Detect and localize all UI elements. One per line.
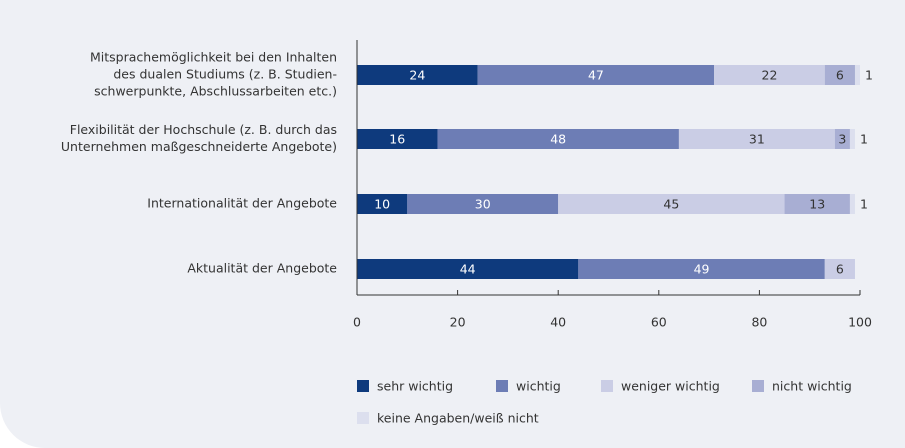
bar-segment xyxy=(824,65,855,85)
legend-label: keine Angaben/weiß nicht xyxy=(377,411,539,426)
bar-segment xyxy=(784,194,850,214)
bar-segment xyxy=(407,194,559,214)
legend-label: wichtig xyxy=(516,379,561,394)
x-tick-label: 60 xyxy=(651,315,667,330)
data-label: 30 xyxy=(475,197,491,212)
bar-segment xyxy=(824,259,855,279)
bar-segment xyxy=(714,65,825,85)
bar-segment xyxy=(357,194,408,214)
bar-segment xyxy=(558,194,785,214)
bar-segment xyxy=(834,129,850,149)
data-label: 49 xyxy=(694,262,710,277)
x-tick-label: 80 xyxy=(751,315,767,330)
data-label: 22 xyxy=(762,68,778,83)
category-label: Internationalität der Angebote xyxy=(147,196,337,211)
x-tick-label: 40 xyxy=(550,315,566,330)
category-label: Unternehmen maßgeschneiderte Angebote) xyxy=(61,139,337,154)
legend-label: nicht wichtig xyxy=(772,379,852,394)
data-label: 6 xyxy=(836,262,844,277)
legend-swatch xyxy=(357,380,369,392)
data-label: 13 xyxy=(809,197,825,212)
legend-label: weniger wichtig xyxy=(621,379,720,394)
data-label: 16 xyxy=(389,132,405,147)
bar-segment xyxy=(854,65,860,85)
bar-segment xyxy=(357,65,478,85)
legend-swatch xyxy=(752,380,764,392)
bar-segment xyxy=(578,259,825,279)
legend-swatch xyxy=(496,380,508,392)
x-tick-label: 0 xyxy=(353,315,361,330)
x-tick-label: 20 xyxy=(450,315,466,330)
bar-segment xyxy=(357,259,579,279)
data-label: 48 xyxy=(550,132,566,147)
data-label: 3 xyxy=(838,132,846,147)
data-label: 6 xyxy=(836,68,844,83)
data-label: 45 xyxy=(663,197,679,212)
legend-swatch xyxy=(357,412,369,424)
category-label: des dualen Studiums (z. B. Studien- xyxy=(113,67,337,82)
data-label: 1 xyxy=(860,197,868,212)
bar-segment xyxy=(849,129,855,149)
bar-segment xyxy=(678,129,835,149)
category-label: schwerpunkte, Abschlussarbeiten etc.) xyxy=(94,84,337,99)
category-label: Mitsprachemöglichkeit bei den Inhalten xyxy=(90,50,337,65)
data-label: 31 xyxy=(749,132,765,147)
bar-segment xyxy=(357,129,438,149)
data-label: 44 xyxy=(460,262,476,277)
legend-swatch xyxy=(601,380,613,392)
data-label: 47 xyxy=(588,68,604,83)
data-label: 10 xyxy=(374,197,390,212)
x-tick-label: 100 xyxy=(848,315,872,330)
category-label: Flexibilität der Hochschule (z. B. durch… xyxy=(70,122,337,137)
legend-label: sehr wichtig xyxy=(377,379,453,394)
data-label: 1 xyxy=(865,68,873,83)
data-label: 1 xyxy=(860,132,868,147)
data-label: 24 xyxy=(409,68,425,83)
bar-segment xyxy=(437,129,679,149)
bar-segment xyxy=(477,65,715,85)
category-label: Aktualität der Angebote xyxy=(187,261,337,276)
bar-segment xyxy=(849,194,855,214)
